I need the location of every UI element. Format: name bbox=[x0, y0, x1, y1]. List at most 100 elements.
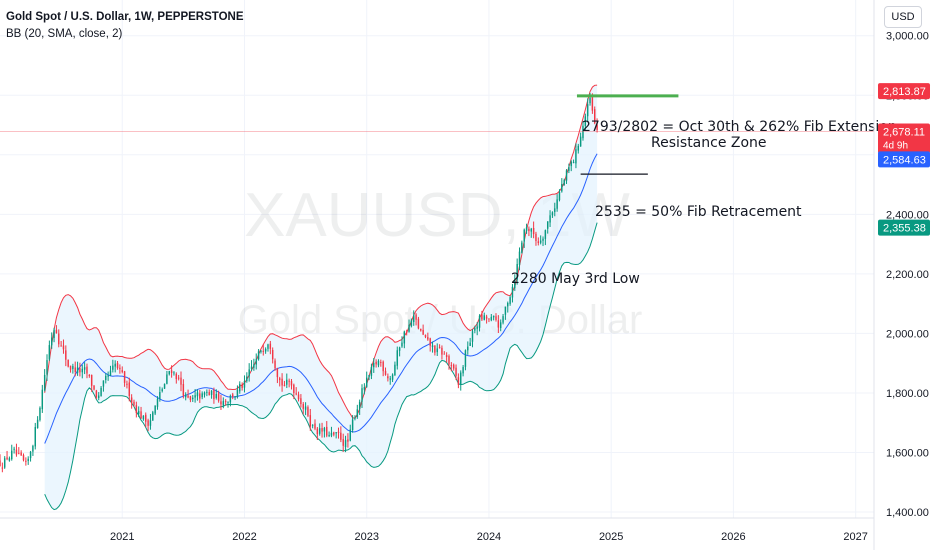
candle-body bbox=[67, 359, 69, 367]
candle-body bbox=[396, 350, 399, 366]
candle-body bbox=[570, 161, 572, 167]
candle-body bbox=[149, 420, 152, 426]
candle-body bbox=[11, 450, 13, 460]
candle-body bbox=[349, 429, 351, 441]
candle-body bbox=[532, 227, 535, 235]
candle-body bbox=[436, 348, 438, 353]
candle-body bbox=[464, 350, 467, 367]
candle-body bbox=[250, 366, 253, 369]
candle-body bbox=[434, 345, 436, 353]
candle-body bbox=[499, 322, 502, 328]
candle-body bbox=[248, 369, 250, 377]
candle-body bbox=[60, 345, 62, 347]
candle-body bbox=[443, 353, 446, 355]
candle-body bbox=[483, 315, 485, 320]
candle-body bbox=[36, 419, 39, 429]
candle-body bbox=[83, 367, 86, 370]
candle-body bbox=[135, 405, 138, 413]
candle-body bbox=[509, 297, 511, 304]
candle-body bbox=[300, 398, 302, 405]
candle-body bbox=[558, 191, 561, 201]
candle-body bbox=[405, 331, 408, 333]
candle-body bbox=[227, 401, 229, 403]
candle-body bbox=[445, 355, 448, 357]
candle-body bbox=[333, 432, 335, 435]
candle-body bbox=[347, 439, 349, 442]
candle-body bbox=[521, 242, 523, 253]
candle-body bbox=[544, 230, 547, 239]
candle-body bbox=[62, 345, 65, 350]
price-label-text: 2,678.11 bbox=[883, 127, 925, 139]
candle-body bbox=[22, 455, 25, 461]
candle-body bbox=[582, 125, 584, 139]
candle-body bbox=[32, 445, 34, 452]
candle-body bbox=[114, 363, 116, 367]
candle-body bbox=[429, 338, 431, 346]
price-labels: 2,813.87 2,678.11 4d 9h 2,584.63 2,355.38 bbox=[878, 83, 930, 236]
candle-body bbox=[86, 366, 88, 374]
candle-body bbox=[206, 391, 208, 393]
candle-body bbox=[358, 401, 361, 409]
candle-body bbox=[311, 424, 314, 426]
candle-body bbox=[563, 180, 565, 186]
candle-body bbox=[469, 342, 471, 346]
annotation-low-text: 2280 May 3rd Low bbox=[511, 271, 640, 287]
candle-body bbox=[302, 404, 304, 409]
time-tick-label: 2025 bbox=[599, 531, 623, 543]
candle-body bbox=[316, 428, 319, 435]
candle-body bbox=[502, 316, 504, 323]
candle-body bbox=[323, 427, 326, 432]
candle-body bbox=[154, 405, 156, 414]
price-label-bg bbox=[878, 151, 930, 168]
candle-body bbox=[253, 364, 255, 368]
candle-body bbox=[304, 406, 307, 410]
time-tick-label: 2027 bbox=[843, 531, 867, 543]
candle-body bbox=[74, 367, 76, 372]
candle-body bbox=[431, 345, 434, 348]
price-label-bg bbox=[878, 219, 930, 236]
candle-body bbox=[147, 420, 149, 426]
price-tick-label: 1,600.00 bbox=[886, 448, 929, 460]
candle-body bbox=[523, 229, 525, 242]
annotation-fib-text: 2535 = 50% Fib Retracement bbox=[595, 204, 802, 220]
candle-body bbox=[152, 412, 154, 421]
candle-body bbox=[100, 387, 102, 396]
price-tick-label: 1,400.00 bbox=[886, 507, 929, 519]
candle-body bbox=[69, 365, 72, 370]
candle-body bbox=[255, 359, 257, 365]
candle-body bbox=[297, 394, 300, 400]
currency-button[interactable]: USD bbox=[884, 6, 922, 28]
annotation-resistance-text-2: Resistance Zone bbox=[651, 135, 767, 151]
candle-body bbox=[173, 372, 175, 374]
candle-body bbox=[55, 329, 58, 334]
candle-body bbox=[368, 374, 370, 378]
candle-body bbox=[389, 378, 391, 380]
candle-body bbox=[48, 345, 51, 360]
time-axis: 2021 2022 2023 2024 2025 2026 2027 bbox=[0, 517, 874, 543]
candle-body bbox=[594, 109, 596, 124]
candle-body bbox=[18, 453, 20, 455]
candle-body bbox=[234, 396, 236, 398]
candle-body bbox=[222, 401, 225, 406]
candle-body bbox=[112, 365, 114, 370]
candle-body bbox=[373, 363, 375, 368]
candle-body bbox=[330, 432, 333, 436]
candle-body bbox=[478, 315, 481, 328]
candle-body bbox=[575, 149, 577, 164]
candle-body bbox=[565, 170, 568, 181]
candle-body bbox=[452, 364, 455, 369]
price-tick-label: 2,200.00 bbox=[886, 269, 929, 281]
candle-body bbox=[196, 392, 199, 397]
candle-body bbox=[8, 458, 11, 461]
candle-body bbox=[321, 428, 323, 432]
candle-body bbox=[307, 407, 309, 416]
price-axis: 3,200.003,000.002,800.002,600.002,400.00… bbox=[873, 0, 929, 550]
candle-body bbox=[267, 344, 269, 349]
candle-body bbox=[561, 183, 563, 192]
chart-legend: Gold Spot / U.S. Dollar, 1W, PEPPERSTONE… bbox=[6, 9, 244, 43]
candle-body bbox=[535, 233, 537, 242]
candle-body bbox=[420, 328, 422, 331]
price-tick-label: 2,400.00 bbox=[886, 209, 929, 221]
candle-body bbox=[213, 389, 215, 400]
